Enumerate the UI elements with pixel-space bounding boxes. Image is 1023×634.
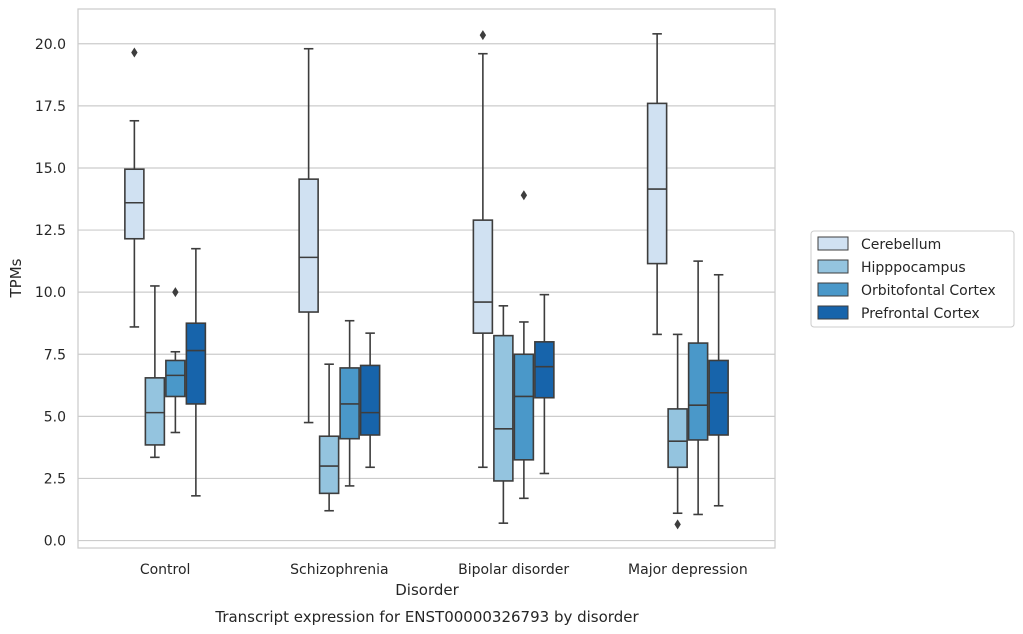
outlier-point (674, 519, 681, 530)
outlier-point (172, 287, 179, 298)
x-tick-labels: Control Schizophrenia Bipolar disorder Majo… (140, 562, 748, 578)
x-tick-label: Schizophrenia (290, 562, 388, 578)
chart-caption: Transcript expression for ENST0000032679… (214, 608, 639, 626)
y-tick-label: 17.5 (35, 99, 66, 115)
y-tick-label: 12.5 (35, 223, 66, 239)
outlier-point (479, 30, 487, 41)
box-prefrontal-cortex (534, 293, 555, 475)
y-tick-label: 20.0 (35, 37, 66, 53)
box-hipppocampus (667, 333, 688, 530)
legend-label: Cerebellum (861, 237, 941, 253)
box-cerebellum (646, 33, 668, 336)
box-prefrontal-cortex (359, 332, 381, 469)
iqr-box (472, 219, 494, 334)
iqr-box (493, 334, 514, 482)
iqr-box (708, 359, 729, 436)
y-tick-label: 0.0 (44, 534, 66, 550)
legend-label: Orbitofontal Cortex (861, 283, 996, 299)
iqr-box (667, 408, 688, 469)
box-hipppocampus (318, 363, 340, 512)
box-hipppocampus (493, 305, 514, 524)
iqr-box (534, 341, 555, 399)
outlier-point (131, 47, 138, 58)
x-axis-label: Disorder (395, 581, 459, 599)
box-hipppocampus (144, 285, 166, 459)
plot-frame (77, 8, 776, 549)
y-tick-label: 7.5 (44, 347, 66, 363)
y-tick-label: 10.0 (35, 285, 66, 301)
y-tick-label: 5.0 (44, 409, 66, 425)
iqr-box (144, 377, 166, 446)
y-tick-label: 15.0 (35, 161, 66, 177)
box-orbitofontal-cortex (513, 190, 535, 500)
legend-label: Prefrontal Cortex (861, 306, 980, 322)
legend-swatch (817, 305, 849, 320)
legend-swatch (817, 282, 849, 297)
iqr-box (359, 364, 381, 436)
box-prefrontal-cortex (185, 247, 207, 497)
iqr-box (646, 102, 668, 265)
y-tick-labels: 0.0 2.5 5.0 7.5 10.0 12.5 15.0 17.5 20.0 (35, 37, 66, 550)
legend-label: Hipppocampus (861, 260, 966, 276)
box-orbitofontal-cortex (165, 287, 186, 434)
legend-swatch (817, 236, 849, 251)
box-cerebellum (124, 47, 145, 328)
y-axis-label: TPMs (7, 258, 25, 298)
legend-swatch (817, 259, 849, 274)
box-series (124, 30, 729, 530)
iqr-box (687, 342, 709, 441)
x-tick-label: Major depression (628, 562, 748, 578)
iqr-box (165, 359, 186, 398)
legend: Cerebellum Hipppocampus Orbitofontal Corte… (810, 230, 1015, 328)
y-tick-label: 2.5 (44, 471, 66, 487)
x-tick-label: Control (140, 562, 191, 578)
outlier-point (520, 190, 528, 201)
iqr-box (124, 168, 145, 240)
box-cerebellum (298, 47, 319, 424)
iqr-box (298, 178, 319, 313)
box-orbitofontal-cortex (687, 260, 709, 516)
x-tick-label: Bipolar disorder (458, 562, 569, 578)
box-orbitofontal-cortex (339, 319, 360, 487)
iqr-box (513, 353, 535, 461)
iqr-box (185, 322, 207, 405)
box-cerebellum (472, 30, 494, 469)
box-prefrontal-cortex (708, 273, 729, 507)
iqr-box (318, 435, 340, 495)
legend-frame (810, 230, 1015, 328)
